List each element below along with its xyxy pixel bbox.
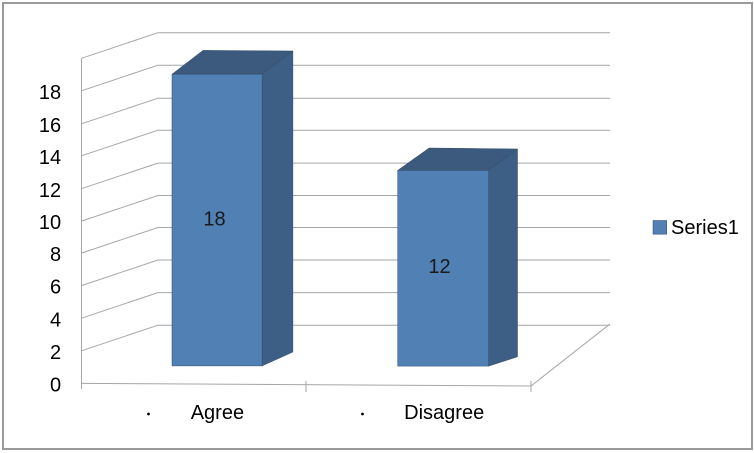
svg-text:Agree: Agree (190, 402, 243, 424)
svg-text:18: 18 (203, 208, 225, 230)
svg-text:8: 8 (49, 244, 60, 266)
svg-text:0: 0 (49, 374, 60, 396)
svg-text:4: 4 (49, 309, 60, 331)
svg-text:18: 18 (38, 81, 60, 103)
svg-text:14: 14 (38, 146, 60, 168)
svg-text:6: 6 (49, 276, 60, 298)
svg-text:2: 2 (49, 341, 60, 363)
svg-text:16: 16 (38, 114, 60, 136)
svg-text:12: 12 (428, 256, 450, 278)
svg-text:12: 12 (38, 179, 60, 201)
svg-text:Disagree: Disagree (404, 402, 484, 424)
svg-text:10: 10 (38, 212, 60, 234)
svg-text:Series1: Series1 (671, 217, 739, 239)
